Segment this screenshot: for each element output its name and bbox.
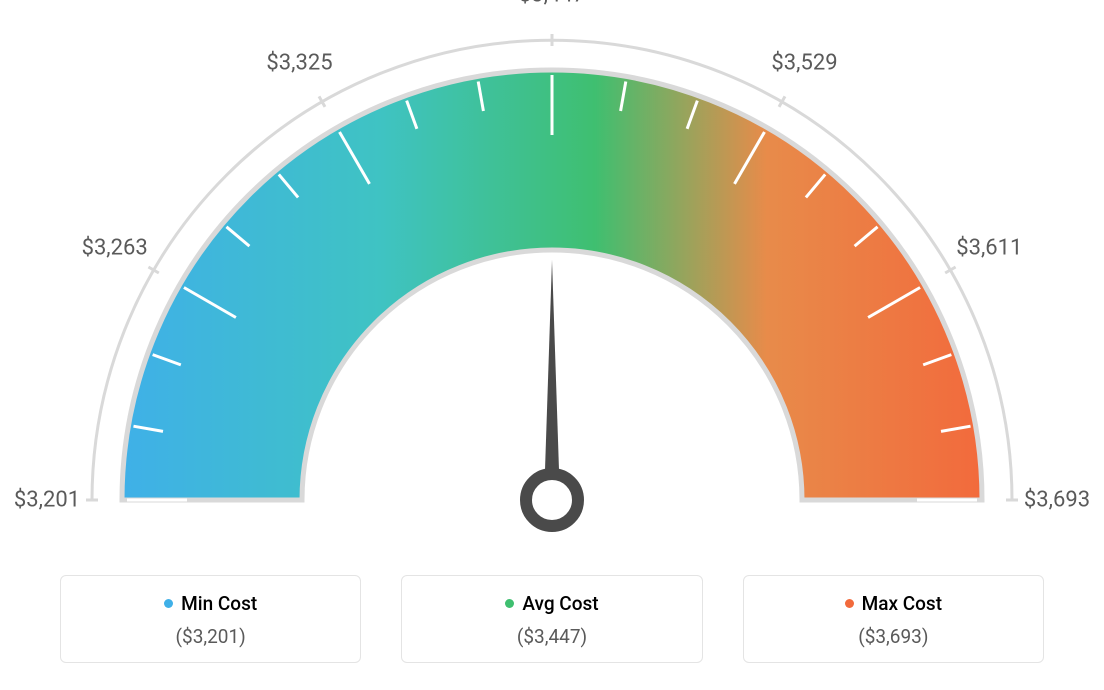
gauge-svg bbox=[0, 0, 1104, 560]
dot-icon bbox=[845, 599, 854, 608]
legend-value: ($3,447) bbox=[422, 625, 681, 648]
gauge-tick-label: $3,529 bbox=[771, 50, 837, 75]
legend-label: Max Cost bbox=[862, 592, 942, 615]
legend-row: Min Cost ($3,201) Avg Cost ($3,447) Max … bbox=[60, 575, 1044, 663]
gauge-tick-label: $3,201 bbox=[14, 488, 80, 513]
legend-title-max: Max Cost bbox=[845, 592, 942, 615]
legend-card-min: Min Cost ($3,201) bbox=[60, 575, 361, 663]
dot-icon bbox=[505, 599, 514, 608]
legend-title-min: Min Cost bbox=[164, 592, 257, 615]
legend-title-avg: Avg Cost bbox=[505, 592, 598, 615]
dot-icon bbox=[164, 599, 173, 608]
legend-card-max: Max Cost ($3,693) bbox=[743, 575, 1044, 663]
legend-label: Avg Cost bbox=[522, 592, 598, 615]
gauge-tick-label: $3,611 bbox=[956, 235, 1022, 260]
legend-label: Min Cost bbox=[181, 592, 257, 615]
gauge-tick-label: $3,325 bbox=[266, 50, 332, 75]
gauge-chart: $3,201 $3,263 $3,325 $3,447 $3,529 $3,611 $3,6… bbox=[0, 0, 1104, 560]
gauge-tick-label: $3,263 bbox=[82, 235, 148, 260]
gauge-tick-label: $3,447 bbox=[519, 0, 585, 8]
legend-value: ($3,201) bbox=[81, 625, 340, 648]
gauge-tick-label: $3,693 bbox=[1024, 488, 1090, 513]
legend-card-avg: Avg Cost ($3,447) bbox=[401, 575, 702, 663]
legend-value: ($3,693) bbox=[764, 625, 1023, 648]
